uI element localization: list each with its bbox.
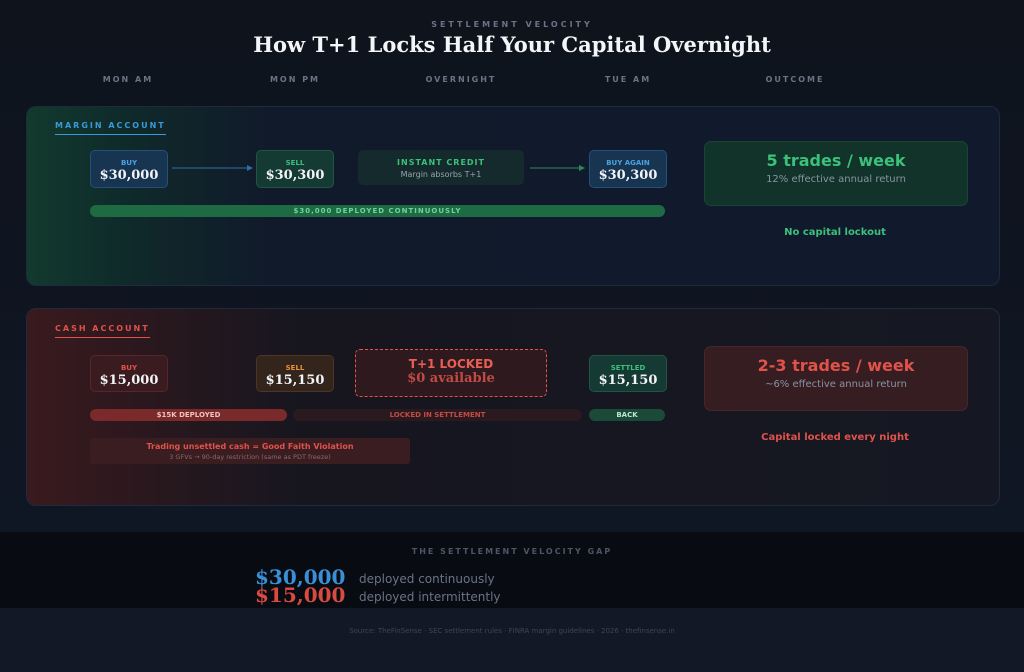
step-detail: Margin absorbs T+1 <box>400 170 482 179</box>
column-header: MON PM <box>269 75 321 84</box>
title: How T+1 Locks Half Your Capital Overnigh… <box>253 32 771 57</box>
outcome-box: 2-3 trades / week ~6% effective annual re… <box>704 346 968 411</box>
outcome-detail: ~6% effective annual return <box>765 379 907 390</box>
column-header: OUTCOME <box>765 75 825 84</box>
step-label: BUY AGAIN <box>606 159 650 167</box>
outcome-headline: 5 trades / week <box>766 151 906 170</box>
deploy-bar: $30,000 DEPLOYED CONTINUOUSLY <box>90 205 665 217</box>
timeline-bar: $15K DEPLOYED <box>90 409 287 421</box>
gap-section <box>0 532 1024 608</box>
locked-box: T+1 LOCKED $0 available <box>355 349 547 397</box>
step-label: SELL <box>285 364 305 372</box>
eyebrow: SETTLEMENT VELOCITY <box>431 20 593 29</box>
step-box: SELL $30,300 <box>256 150 334 188</box>
locked-amount: $0 available <box>407 371 495 386</box>
footer-source: Source: TheFinSense · SEC settlement rul… <box>349 627 675 635</box>
panel-label: CASH ACCOUNT <box>55 324 150 338</box>
outcome-note: No capital lockout <box>784 227 886 238</box>
gap-text: deployed intermittently <box>359 590 501 604</box>
step-label: SETTLED <box>610 364 646 372</box>
column-header: TUE AM <box>604 75 652 84</box>
step-box: SELL $15,150 <box>256 355 334 392</box>
timeline-bar: BACK <box>589 409 665 421</box>
outcome-headline: 2-3 trades / week <box>757 356 915 375</box>
step-box: BUY AGAIN $30,300 <box>589 150 667 188</box>
timeline-bar: LOCKED IN SETTLEMENT <box>293 409 582 421</box>
step-box: SETTLED $15,150 <box>589 355 667 392</box>
step-amount: $30,300 <box>265 168 325 183</box>
outcome-detail: 12% effective annual return <box>766 174 906 185</box>
step-amount: $15,150 <box>598 373 658 388</box>
step-box: BUY $15,000 <box>90 355 168 392</box>
warning-box: Trading unsettled cash = Good Faith Viol… <box>90 438 410 464</box>
step-label: INSTANT CREDIT <box>397 158 485 167</box>
column-header: MON AM <box>102 75 154 84</box>
outcome-note: Capital locked every night <box>761 432 909 443</box>
column-header: OVERNIGHT <box>425 75 497 84</box>
step-box: INSTANT CREDIT Margin absorbs T+1 <box>358 150 524 185</box>
step-amount: $30,000 <box>99 168 159 183</box>
step-amount: $15,000 <box>99 373 159 388</box>
gap-amount: $15,000 <box>255 583 346 607</box>
warning-title: Trading unsettled cash = Good Faith Viol… <box>146 442 354 451</box>
gap-title: THE SETTLEMENT VELOCITY GAP <box>411 547 613 556</box>
step-box: BUY $30,000 <box>90 150 168 188</box>
step-label: SELL <box>285 159 305 167</box>
locked-label: T+1 LOCKED <box>408 357 494 371</box>
step-amount: $30,300 <box>598 168 658 183</box>
panel-label: MARGIN ACCOUNT <box>55 121 166 135</box>
gap-text: deployed continuously <box>359 572 495 586</box>
step-label: BUY <box>120 364 138 372</box>
gap-amount: $30,000 <box>255 565 346 589</box>
step-label: BUY <box>120 159 138 167</box>
warning-detail: 3 GFVs → 90-day restriction (same as PDT… <box>169 453 331 461</box>
footer <box>0 608 1024 672</box>
step-amount: $15,150 <box>265 373 325 388</box>
outcome-box: 5 trades / week 12% effective annual retu… <box>704 141 968 206</box>
